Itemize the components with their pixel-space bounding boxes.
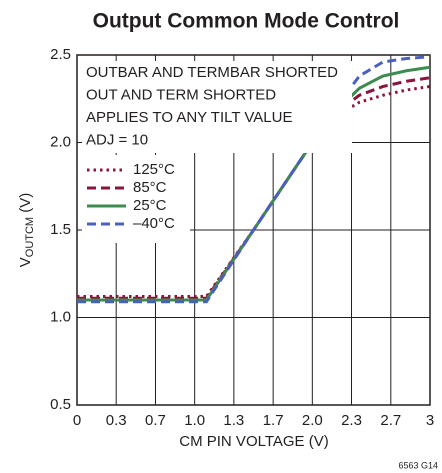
- footnote: 6563 G14: [398, 460, 438, 470]
- legend-label: 25°C: [133, 197, 167, 214]
- x-tick-label: 0.7: [145, 412, 166, 429]
- y-tick-label: 0.5: [50, 396, 71, 413]
- legend-label: 85°C: [133, 179, 167, 196]
- x-tick-label: 3: [426, 412, 434, 429]
- annotation: OUTBAR AND TERMBAR SHORTED: [86, 64, 338, 81]
- x-tick-label: 2.0: [302, 412, 323, 429]
- y-label-unit: (V): [17, 193, 34, 217]
- y-tick-label: 2.5: [50, 46, 71, 63]
- legend-label: 125°C: [133, 161, 175, 178]
- y-axis-label: VOUTCM (V): [17, 193, 36, 268]
- plot-frame: [76, 54, 431, 406]
- annotation: OUT AND TERM SHORTED: [86, 86, 276, 103]
- y-label-main: V: [17, 257, 34, 267]
- y-tick-label: 1.0: [50, 308, 71, 325]
- x-tick-label: 0: [73, 412, 81, 429]
- x-tick-label: 1.3: [223, 412, 244, 429]
- chart-title: Output Common Mode Control: [93, 10, 400, 33]
- x-tick-label: 0.3: [106, 412, 127, 429]
- annotation-bg: [82, 61, 352, 153]
- y-label-sub: OUTCM: [24, 217, 36, 257]
- x-axis-label: CM PIN VOLTAGE (V): [179, 433, 328, 450]
- annotation: APPLIES TO ANY TILT VALUE: [86, 109, 293, 126]
- x-tick-label: 2.7: [380, 412, 401, 429]
- x-tick-label: 1.0: [184, 412, 205, 429]
- annotation: ADJ = 10: [86, 131, 148, 148]
- y-tick-label: 1.5: [50, 221, 71, 238]
- legend-label: –40°C: [133, 215, 175, 232]
- x-tick-label: 2.3: [341, 412, 362, 429]
- series-line: [77, 55, 431, 304]
- y-tick-label: 2.0: [50, 133, 71, 150]
- series-line: [77, 85, 431, 298]
- series-line: [77, 76, 431, 300]
- x-tick-label: 1.7: [263, 412, 284, 429]
